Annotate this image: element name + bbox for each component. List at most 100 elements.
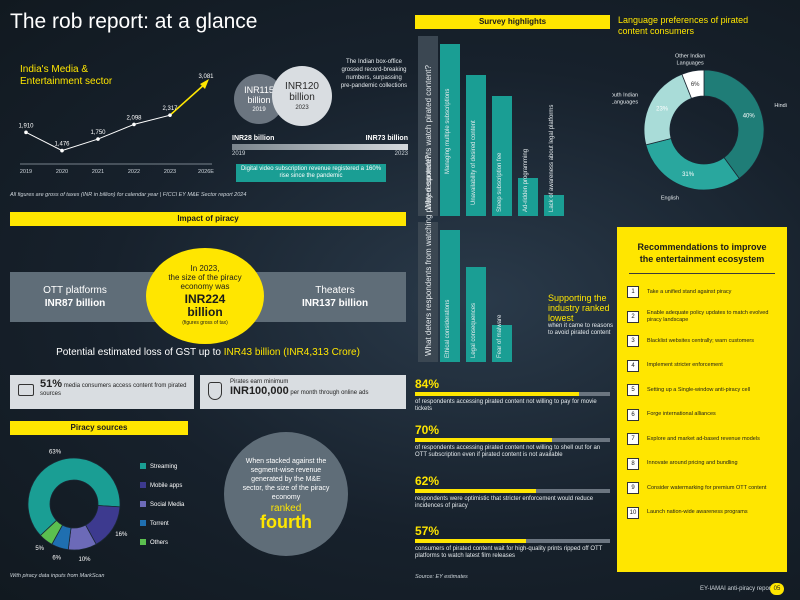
percent-value: 62% <box>415 474 440 488</box>
x-tick-label: 2020 <box>56 169 68 175</box>
page-number: 05 <box>770 583 784 595</box>
box-office-note: The Indian box-office grossed record-bre… <box>340 59 408 89</box>
percent-text: of respondents accessing pirated content… <box>415 399 597 412</box>
ott-value: INR87 billion <box>44 298 106 309</box>
recommendation-number: 5 <box>627 384 639 397</box>
percent-fill <box>415 539 527 543</box>
markscan-source: With piracy data inputs from MarkScan <box>10 573 105 579</box>
stat-b-text: per month through online ads <box>290 390 369 396</box>
piracy-sources-chart: 63% 16% 10% 6% 5% <box>12 436 212 576</box>
circle-note: (figures gross of tax) <box>182 320 228 326</box>
recommendation-item: 8 Innovate around pricing and bundling <box>617 452 787 477</box>
stat-a-value: 51% <box>40 378 63 390</box>
money-bag-icon <box>208 382 222 400</box>
data-label: 2,098 <box>126 115 142 121</box>
survey-bar-label: Ad-ridden programming <box>523 148 529 212</box>
ott-label: OTT platforms <box>43 285 107 296</box>
data-point <box>132 122 136 127</box>
category-label: Languages <box>612 99 638 105</box>
slice-label: 6% <box>52 555 61 561</box>
theaters-label: Theaters <box>315 285 355 296</box>
circle-line1: In 2023, <box>190 264 220 273</box>
page-title: The rob report: at a glance <box>10 10 258 33</box>
box-office-2019-year: 2019 <box>252 107 266 113</box>
recommendations-list: 1 Take a unified stand against piracy 2 Ena… <box>617 274 787 525</box>
slice-english <box>645 137 740 191</box>
recommendation-text: Explore and market ad-based revenue mode… <box>647 435 760 442</box>
category-label: South Indian <box>612 92 638 98</box>
legend-item: Torrent <box>140 515 184 534</box>
ey-source: Source: EY estimates <box>415 574 468 580</box>
recommendation-text: Take a unified stand against piracy <box>647 288 732 295</box>
survey-bar <box>440 230 460 362</box>
survey-bar-label: Steep subscription fee <box>497 152 503 212</box>
me-sector-title: India's Media & Entertainment sector <box>20 64 113 87</box>
box-office-2023-badge: INR120 billion 2023 <box>272 66 332 126</box>
recommendation-number: 6 <box>627 408 639 421</box>
survey-bar-label: Ethical considerations <box>445 299 451 358</box>
stat-a-text: media consumers access content from pira… <box>40 383 187 397</box>
recommendation-number: 10 <box>627 506 639 519</box>
recommendation-number: 1 <box>627 286 639 299</box>
data-label: 1,910 <box>18 123 34 129</box>
category-label: Hindi <box>774 103 787 109</box>
recommendations-title: Recommendations to improve the entertain… <box>629 227 775 274</box>
piracy-sources-header: Piracy sources <box>10 421 188 435</box>
dv-left-value: INR28 billion <box>232 135 275 142</box>
recommendation-text: Forge international alliances <box>647 411 716 418</box>
survey-bar-label: Lack of awareness about legal platforms <box>549 104 555 212</box>
percent-fill <box>415 489 536 493</box>
recommendation-number: 2 <box>627 310 639 323</box>
theaters-loss: Theaters INR137 billion <box>280 284 390 310</box>
deter-chart: Ethical considerations Legal consequences… <box>440 222 540 362</box>
recommendation-item: 5 Setting up a Single-window anti-piracy … <box>617 378 787 403</box>
x-tick-label: 2023 <box>164 169 176 175</box>
stat-b-value: INR100,000 <box>230 385 289 397</box>
recommendation-item: 3 Blacklist websites centrally; warn cust… <box>617 329 787 354</box>
recommendation-text: Setting up a Single-window anti-piracy c… <box>647 386 751 393</box>
impact-header: Impact of piracy <box>10 212 406 226</box>
recommendation-number: 4 <box>627 359 639 372</box>
box-office-2019-value: INR115 billion <box>244 85 274 105</box>
survey-bar-label: Legal consequences <box>471 302 477 358</box>
box-office-2023-value: INR120 billion <box>285 81 319 103</box>
gst-value: INR43 billion (INR4,313 Crore) <box>223 347 360 358</box>
survey-bar-label: Managing multiple subscriptions <box>445 88 451 174</box>
stat-b-top: Pirates earn minimum <box>230 379 289 385</box>
why-chart: Managing multiple subscriptions Unavailab… <box>440 36 590 216</box>
digital-video-strip: INR28 billion INR73 billion 2019 2023 <box>232 135 408 157</box>
box-office-2023-year: 2023 <box>295 105 309 111</box>
slice-label: 31% <box>682 172 695 178</box>
gst-loss: Potential estimated loss of GST up to IN… <box>10 347 406 358</box>
data-label: 3,081 <box>198 74 214 80</box>
percent-value: 70% <box>415 423 440 437</box>
recommendation-text: Blacklist websites centrally; warn custo… <box>647 337 754 344</box>
percent-fill <box>415 392 579 396</box>
category-label: English <box>661 196 679 202</box>
stat-media-consumers: 51% media consumers access content from … <box>10 375 194 409</box>
data-label: 1,750 <box>90 130 106 136</box>
language-title: Language preferences of pirated content … <box>618 15 749 36</box>
category-label: Languages <box>677 60 704 66</box>
recommendation-item: 7 Explore and market ad-based revenue mod… <box>617 427 787 452</box>
recommendation-item: 6 Forge international alliances <box>617 403 787 428</box>
slice-hindi <box>703 69 765 180</box>
fourth-ranked: ranked <box>270 503 302 514</box>
recommendation-text: Launch nation-wide awareness programs <box>647 509 748 516</box>
recommendation-number: 8 <box>627 457 639 470</box>
legend-label: Mobile apps <box>150 483 183 489</box>
legend-item: Streaming <box>140 458 184 477</box>
screen-icon <box>18 384 34 396</box>
recommendation-item: 10 Launch nation-wide awareness programs <box>617 501 787 526</box>
figures-note: All figures are gross of taxes (INR in b… <box>10 192 247 198</box>
data-point <box>24 130 28 135</box>
projection-arrow <box>200 79 209 90</box>
legend-swatch <box>140 520 146 527</box>
survey-bar <box>466 74 486 216</box>
recommendation-number: 3 <box>627 335 639 348</box>
legend-swatch <box>140 482 146 489</box>
percent-stat: 84% of respondents accessing pirated cont… <box>415 377 610 413</box>
deter-panel <box>418 222 438 362</box>
percent-value: 84% <box>415 377 440 391</box>
